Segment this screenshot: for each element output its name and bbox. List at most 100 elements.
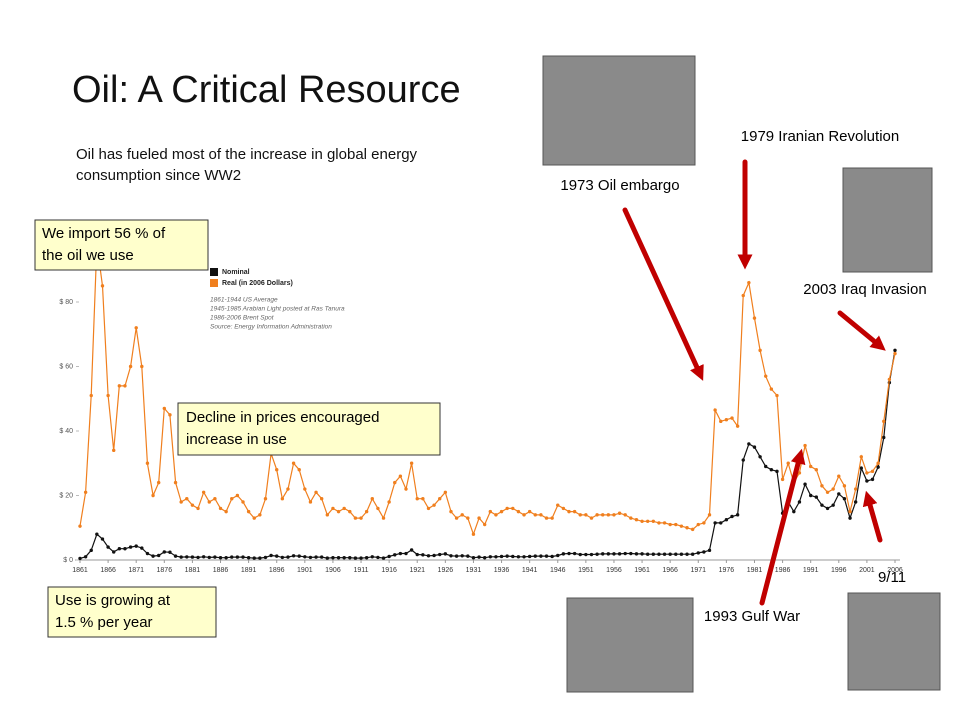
data-point [595, 513, 599, 517]
data-point [291, 554, 296, 558]
data-point [814, 495, 819, 499]
data-point [196, 506, 200, 511]
source-note: Source: Energy Information Administratio… [210, 324, 332, 331]
data-point [499, 554, 504, 559]
y-tick-label: $ 40 [59, 428, 73, 435]
data-point [95, 532, 99, 536]
data-point [275, 468, 279, 472]
x-tick-label: 1941 [522, 567, 538, 574]
data-point [404, 487, 408, 491]
data-point [494, 513, 498, 517]
data-point [865, 471, 869, 475]
data-point [454, 554, 459, 558]
data-point [128, 545, 133, 549]
y-tick-label: $ 60 [59, 363, 73, 370]
data-point [280, 497, 285, 501]
data-point [870, 477, 875, 482]
data-point [106, 545, 110, 549]
data-point [151, 493, 155, 498]
arrow [759, 448, 806, 606]
arrow [622, 207, 704, 381]
data-point [724, 517, 729, 522]
data-point [792, 509, 796, 514]
data-point [702, 521, 706, 525]
data-point [263, 555, 268, 560]
data-point [533, 513, 537, 517]
data-point [786, 461, 790, 465]
data-point [488, 509, 493, 514]
x-tick-label: 1906 [325, 567, 341, 574]
data-point [674, 522, 678, 527]
data-point [106, 393, 110, 398]
data-point [853, 487, 858, 491]
data-point [218, 556, 223, 560]
data-point [595, 552, 599, 556]
data-point [651, 519, 656, 523]
data-point [825, 490, 830, 494]
data-point [584, 552, 588, 557]
data-point [466, 554, 470, 558]
data-point [235, 555, 240, 559]
x-tick-label: 1966 [662, 567, 678, 574]
data-point [842, 484, 847, 488]
data-point [286, 555, 290, 559]
data-point [145, 461, 150, 465]
data-point [747, 280, 751, 285]
data-point [438, 497, 442, 501]
data-point [398, 551, 403, 556]
data-point [752, 445, 757, 449]
data-point [747, 442, 751, 446]
data-point [870, 469, 875, 474]
data-point [466, 516, 470, 520]
data-point [387, 554, 391, 559]
data-point [387, 500, 391, 504]
data-point [539, 513, 543, 517]
data-point [696, 551, 700, 555]
data-point [690, 552, 695, 556]
data-point [567, 551, 571, 556]
data-point [589, 516, 594, 520]
x-tick-label: 1891 [241, 567, 257, 574]
data-point [645, 552, 650, 556]
data-point [758, 348, 762, 353]
data-point [140, 364, 144, 369]
data-point [112, 448, 116, 453]
x-tick-label: 1861 [72, 567, 88, 574]
data-point [606, 513, 611, 517]
data-point [409, 461, 414, 465]
data-point [112, 550, 116, 554]
callout-box [47, 586, 217, 638]
data-point [477, 516, 481, 520]
data-point [83, 490, 88, 494]
data-point [432, 553, 436, 558]
data-point [797, 500, 802, 504]
data-point [769, 468, 774, 472]
data-point [668, 552, 672, 556]
data-point [617, 552, 622, 556]
legend-label: Nominal [222, 269, 250, 276]
data-point [662, 521, 667, 525]
data-point [185, 555, 189, 559]
x-tick-label: 1936 [494, 567, 510, 574]
arrow [862, 490, 883, 543]
data-point [612, 513, 616, 517]
data-point [634, 552, 639, 556]
data-point [797, 471, 802, 475]
data-point [893, 351, 897, 356]
data-point [572, 551, 577, 556]
data-point [196, 555, 200, 560]
event-label: 1979 Iranian Revolution [741, 128, 899, 145]
data-point [735, 424, 740, 428]
data-point [584, 513, 588, 517]
data-point [589, 552, 594, 557]
data-point [168, 413, 172, 417]
x-tick-label: 1901 [297, 567, 313, 574]
data-point [837, 474, 841, 478]
data-point [657, 521, 661, 525]
data-point [848, 516, 852, 520]
data-point [258, 556, 262, 560]
data-point [359, 516, 363, 520]
legend-label: Real (in 2006 Dollars) [222, 280, 293, 287]
data-point [623, 513, 627, 517]
data-point [319, 497, 324, 501]
